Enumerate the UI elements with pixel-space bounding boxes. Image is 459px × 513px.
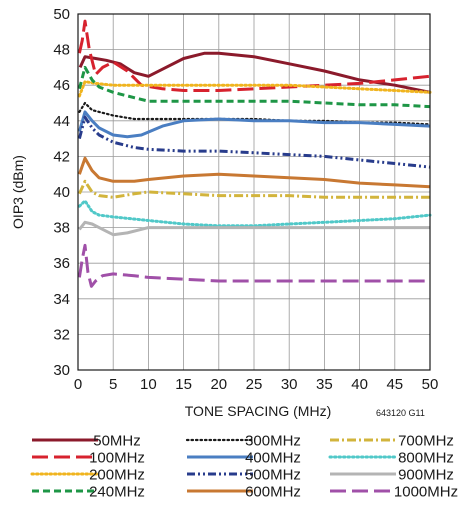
series-line-700mhz xyxy=(78,179,430,199)
legend-label: 100MHz xyxy=(89,450,145,467)
series-line-100mhz xyxy=(77,19,431,92)
y-tick-label: 40 xyxy=(53,184,70,201)
series-line-50mhz xyxy=(78,51,431,94)
series-line-200mhz xyxy=(77,80,432,98)
series-line-600mhz xyxy=(77,156,431,189)
x-tick-label: 15 xyxy=(175,376,192,393)
series-lines xyxy=(77,19,432,288)
y-tick-labels: 30 32 34 36 38 40 42 44 46 48 50 xyxy=(53,6,70,379)
legend-label: 200MHz xyxy=(89,467,145,484)
y-tick-label: 46 xyxy=(53,77,70,94)
y-axis-label: OIP3 (dBm) xyxy=(10,155,26,229)
y-tick-label: 50 xyxy=(53,6,70,23)
series-line-1000mhz xyxy=(77,243,430,288)
x-tick-label: 30 xyxy=(281,376,298,393)
legend-label: 1000MHz xyxy=(394,484,458,501)
legend-label: 600MHz xyxy=(245,484,301,501)
figure-code: 643120 G11 xyxy=(376,408,425,418)
y-tick-label: 44 xyxy=(53,113,70,130)
x-tick-labels: 0 5 10 15 20 25 30 35 40 45 50 xyxy=(74,376,439,393)
series-line-400mhz xyxy=(77,110,431,139)
x-tick-label: 50 xyxy=(422,376,439,393)
y-tick-label: 42 xyxy=(53,148,70,165)
series-line-900mhz xyxy=(78,220,430,237)
plot-frame xyxy=(77,13,431,371)
x-tick-label: 10 xyxy=(140,376,157,393)
series-line-240mhz xyxy=(77,65,431,109)
legend-label: 800MHz xyxy=(398,450,454,467)
y-tick-label: 38 xyxy=(53,220,70,237)
x-tick-label: 0 xyxy=(74,376,82,393)
y-tick-label: 48 xyxy=(53,42,70,59)
x-tick-label: 25 xyxy=(246,376,263,393)
grid xyxy=(77,13,431,371)
series-line-300mhz xyxy=(78,101,432,126)
legend-label: 50MHz xyxy=(93,433,141,450)
legend-label: 700MHz xyxy=(398,433,454,450)
x-axis-label: TONE SPACING (MHz) xyxy=(185,403,332,419)
series-line-800mhz xyxy=(77,199,432,228)
x-tick-label: 5 xyxy=(109,376,117,393)
series-line-500mhz xyxy=(77,115,431,169)
x-tick-label: 35 xyxy=(316,376,333,393)
y-tick-label: 36 xyxy=(53,255,70,272)
y-tick-label: 30 xyxy=(53,362,70,379)
legend-label: 500MHz xyxy=(245,467,301,484)
legend-label: 300MHz xyxy=(245,433,301,450)
legend-label: 900MHz xyxy=(398,467,454,484)
x-tick-label: 40 xyxy=(351,376,368,393)
legend-label: 400MHz xyxy=(245,450,301,467)
y-tick-label: 32 xyxy=(53,326,70,343)
y-tick-label: 34 xyxy=(53,291,70,308)
legend-label: 240MHz xyxy=(89,484,145,501)
x-tick-label: 20 xyxy=(210,376,227,393)
x-tick-label: 45 xyxy=(386,376,403,393)
